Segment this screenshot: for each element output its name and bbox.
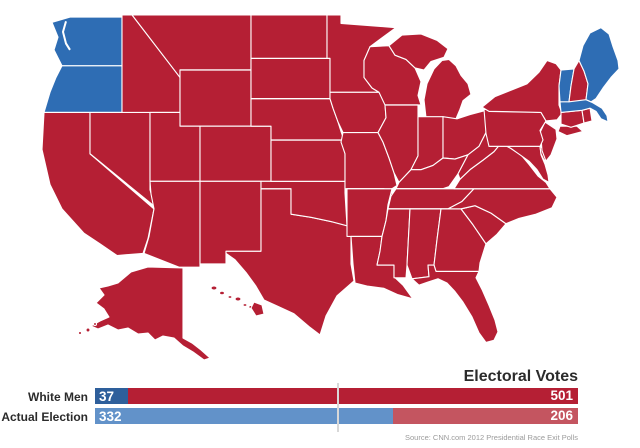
state-colorado <box>199 125 272 182</box>
state-arizona <box>143 180 201 268</box>
state-maine <box>578 27 620 103</box>
state-hawaii-oahu <box>218 290 226 296</box>
state-new-york <box>481 59 563 122</box>
state-hawaii-molokai <box>227 295 233 299</box>
state-hawaii-lanai <box>242 303 248 307</box>
value-label-blue-actual-election: 332 <box>99 409 122 424</box>
lower-48-states <box>41 14 620 344</box>
state-wyoming <box>179 69 252 127</box>
value-label-blue-white-men: 37 <box>99 389 115 404</box>
state-north-dakota <box>250 14 328 59</box>
bar-segment-red-actual-election: 206 <box>393 408 578 424</box>
state-kansas <box>270 139 346 182</box>
state-washington <box>51 16 123 67</box>
electoral-votes-bar-chart: 37 501 332 206 <box>95 383 578 432</box>
aleutian-island-2 <box>77 330 83 336</box>
bar-segment-blue-white-men: 37 <box>95 388 129 404</box>
state-oregon <box>43 65 123 114</box>
bar-segment-blue-actual-election: 332 <box>95 408 394 424</box>
row-label-actual-election: Actual Election <box>1 410 88 424</box>
value-label-red-actual-election: 206 <box>550 408 573 423</box>
alaska-hawaii-insets <box>77 266 265 361</box>
state-alaska <box>90 266 211 361</box>
bar-row-white-men: 37 501 <box>95 388 578 404</box>
state-hawaii-big-island <box>250 301 265 317</box>
state-south-dakota <box>250 57 331 100</box>
aleutian-island-1 <box>85 327 91 333</box>
threshold-line-270 <box>337 383 340 432</box>
state-hawaii-maui <box>234 296 242 302</box>
bar-segment-red-white-men: 501 <box>128 388 578 404</box>
source-credit: Source: CNN.com 2012 Presidential Race E… <box>405 433 578 442</box>
value-label-red-white-men: 501 <box>550 388 573 403</box>
state-michigan <box>423 58 472 120</box>
row-label-white-men: White Men <box>28 390 88 404</box>
state-connecticut <box>560 109 585 128</box>
aleutian-island-3 <box>92 321 98 327</box>
chart-title: Electoral Votes <box>463 368 578 385</box>
state-hawaii-kauai <box>210 285 218 291</box>
state-michigan-upper-peninsula <box>388 33 449 71</box>
bar-row-actual-election: 332 206 <box>95 408 578 424</box>
state-pennsylvania <box>483 108 547 147</box>
state-florida <box>411 264 499 344</box>
puget-sound-inlet <box>61 20 71 51</box>
